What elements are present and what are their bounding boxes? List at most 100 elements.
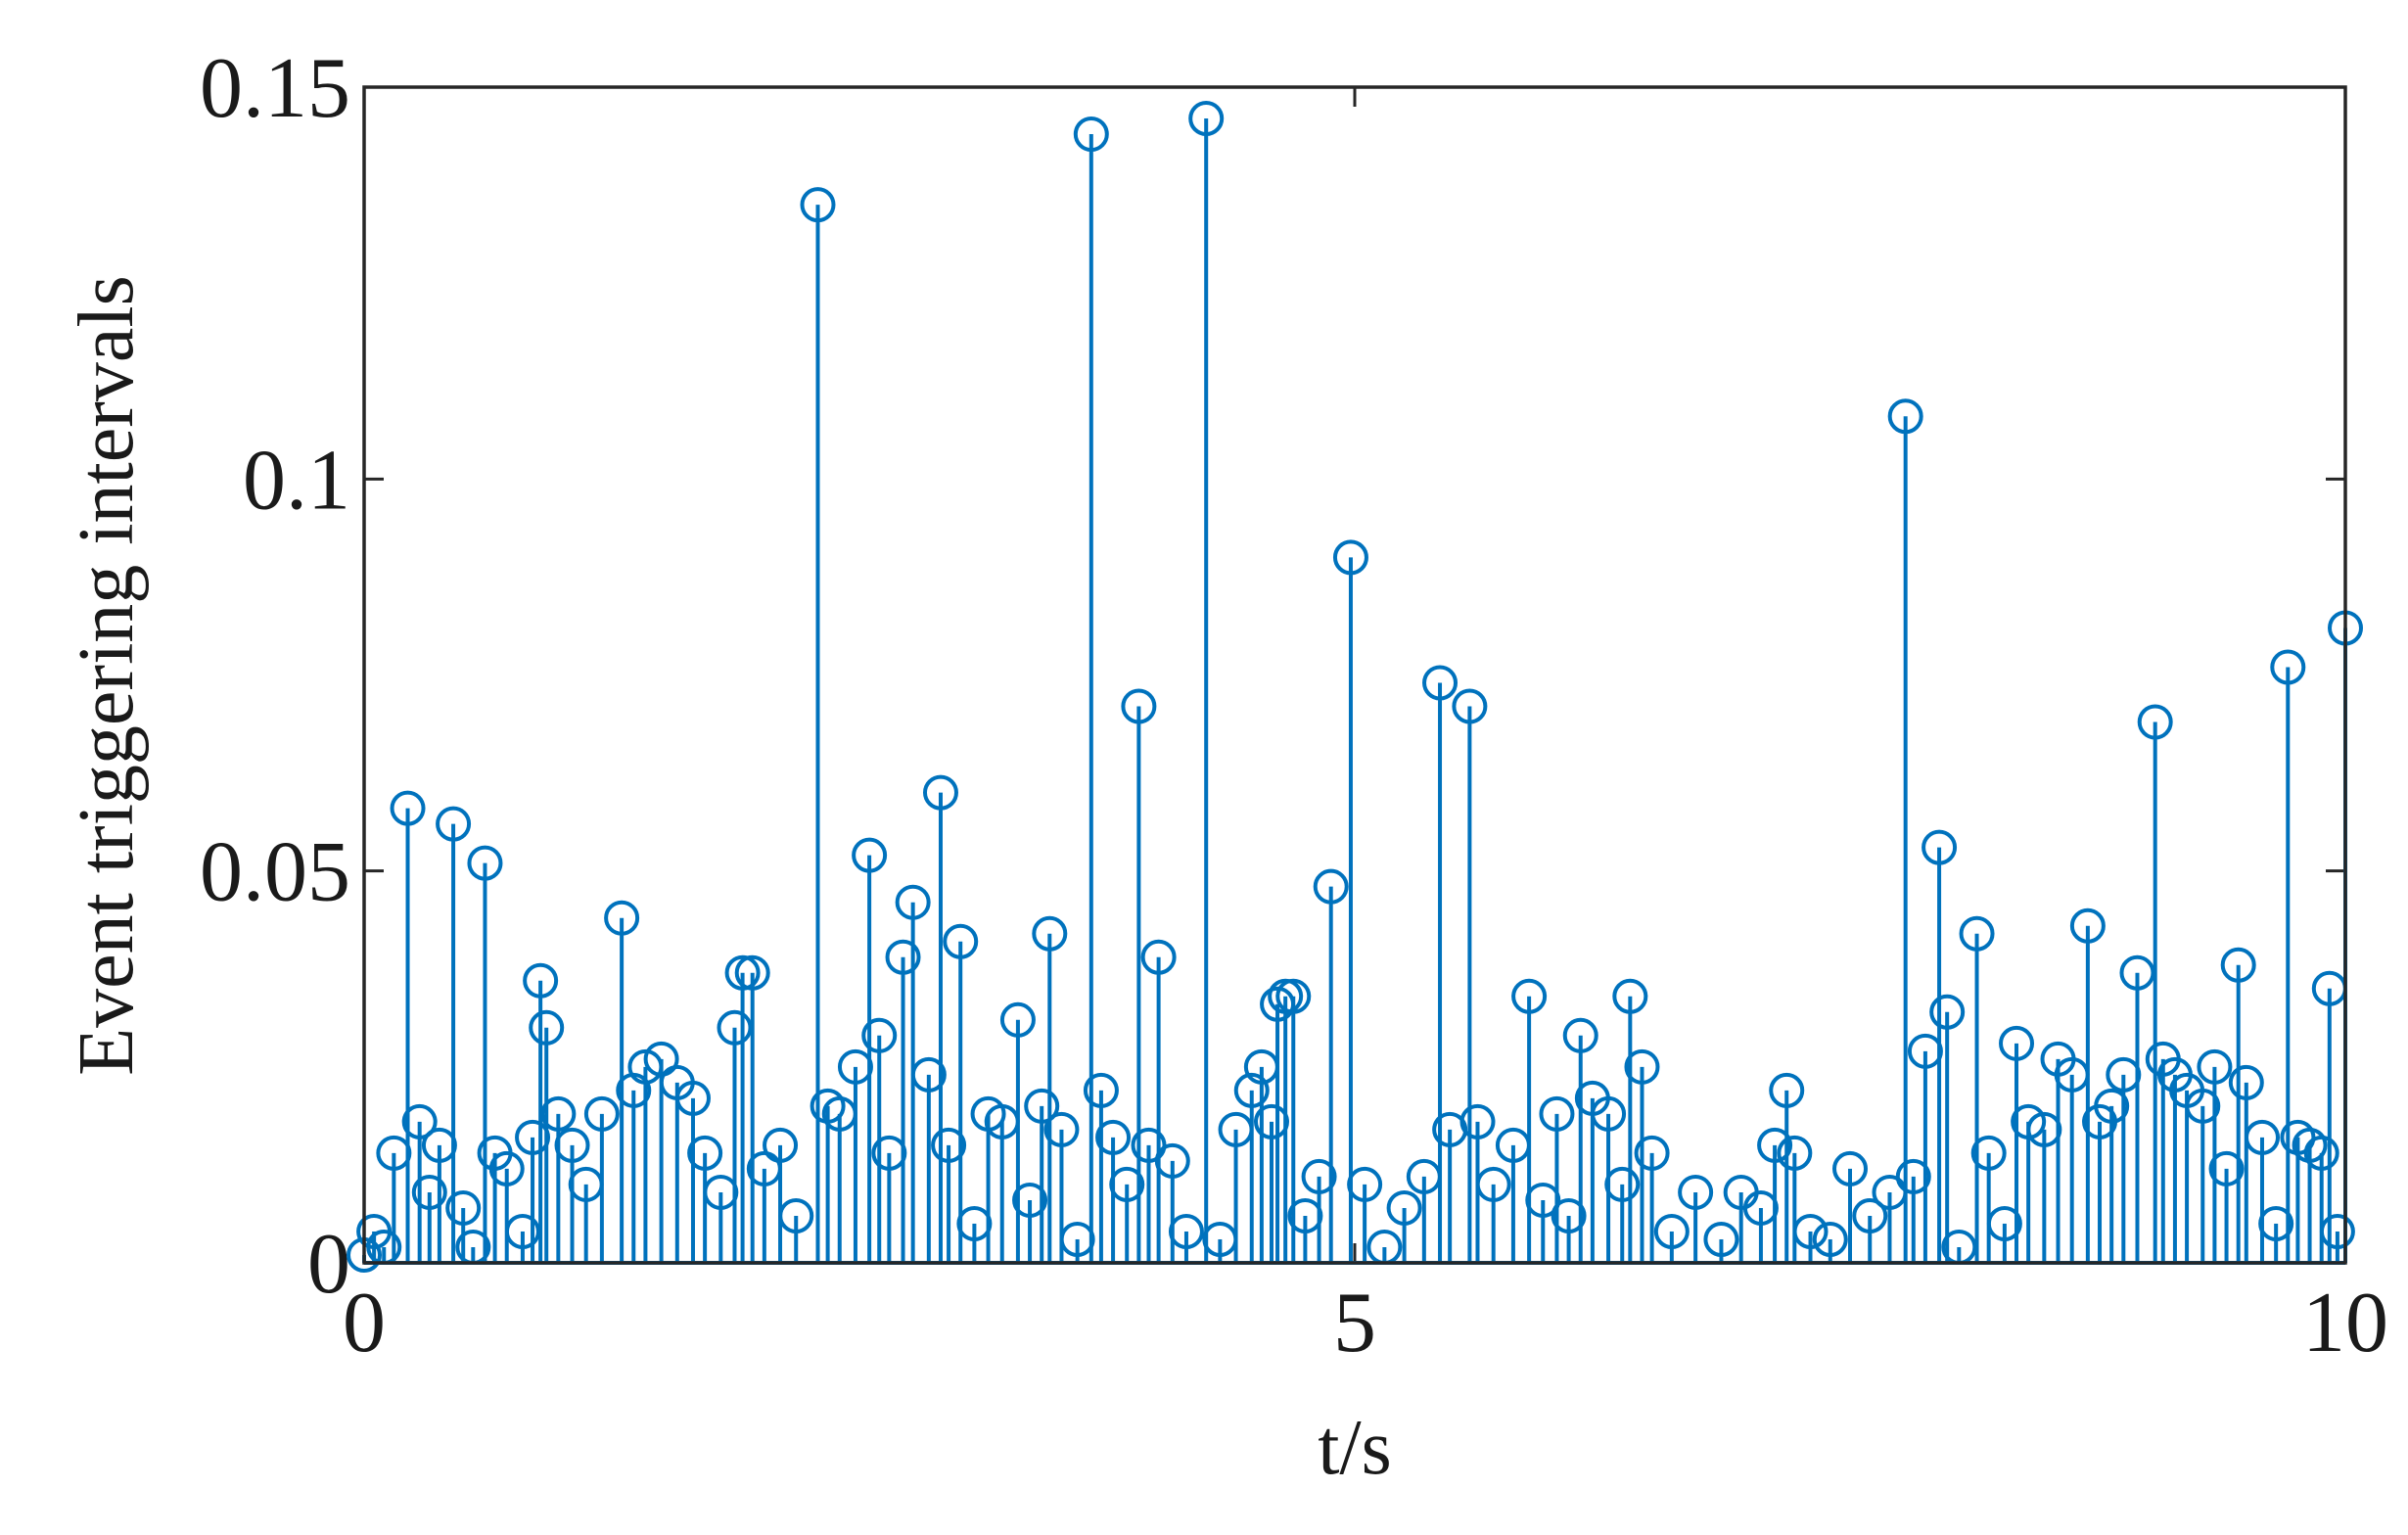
stem-marker (1678, 1174, 1714, 1210)
stem-marker (1999, 1025, 2035, 1061)
stem-marker (763, 1127, 799, 1163)
x-tick-label: 5 (1333, 1276, 1376, 1371)
y-tick-label: 0.1 (243, 433, 350, 528)
stem-marker (2137, 704, 2173, 740)
stem-marker (1612, 978, 1648, 1014)
stem-marker (2119, 954, 2155, 991)
stem-marker (604, 900, 640, 936)
stem-marker (1233, 1072, 1270, 1108)
stem-marker (523, 962, 559, 999)
stem-marker (2185, 1088, 2221, 1124)
stem-marker (554, 1127, 590, 1163)
stem-marker (724, 954, 761, 991)
stem-marker (1475, 1166, 1511, 1202)
stem-marker (1634, 1135, 1670, 1171)
stem-marker (643, 1041, 679, 1077)
stem-marker (1551, 1197, 1587, 1233)
stem-marker (943, 923, 979, 959)
stem-marker (687, 1135, 723, 1171)
stem-marker (1012, 1182, 1048, 1218)
stem-marker (583, 1095, 620, 1132)
stem-marker (1986, 1205, 2022, 1241)
stem-marker (1073, 116, 1109, 153)
stem-marker (1929, 994, 1966, 1030)
stem-marker (1562, 1017, 1598, 1053)
x-tick-label: 10 (2302, 1276, 2388, 1371)
stem-marker (445, 1189, 482, 1226)
stem-marker (1154, 1142, 1190, 1179)
stem-marker (1539, 1095, 1575, 1132)
stem-marker (1032, 915, 1068, 952)
stem-marker (1653, 1213, 1690, 1249)
y-tick-label: 0.05 (200, 825, 350, 920)
y-tick-label: 0.15 (200, 41, 350, 136)
stem-marker (2208, 1150, 2245, 1186)
stem-marker (2094, 1088, 2130, 1124)
stem-marker (1386, 1189, 1422, 1226)
stem-marker (852, 837, 888, 873)
stem-marker (800, 187, 836, 223)
stem-marker (674, 1080, 711, 1116)
stem-marker (1777, 1135, 1813, 1171)
stem-marker (1188, 101, 1225, 137)
stem-marker (401, 1103, 438, 1140)
stem-marker (1769, 1072, 1805, 1108)
stem-marker (504, 1213, 540, 1249)
stem-marker (895, 884, 931, 920)
stem-marker (1095, 1119, 1132, 1155)
stem-marker (1043, 1111, 1080, 1147)
stem-marker (931, 1127, 967, 1163)
stem-marker (2069, 907, 2106, 944)
stem-marker (1109, 1166, 1145, 1202)
stem-marker (1459, 1103, 1496, 1140)
stem-marker (1275, 978, 1312, 1014)
stem-marker (2197, 1048, 2233, 1085)
stem-marker (2258, 1205, 2294, 1241)
stem-marker (1922, 829, 1958, 865)
stem-marker (2270, 649, 2306, 685)
stem-marker (910, 1056, 947, 1093)
stem-marker (1024, 1088, 1060, 1124)
stem-marker (1624, 1048, 1660, 1085)
stem-marker (1168, 1213, 1204, 1249)
stem-marker (1852, 1197, 1888, 1233)
stem-marker (861, 1017, 898, 1053)
stem-marker (1313, 868, 1349, 905)
stem-marker (2244, 1119, 2280, 1155)
stem-marker (2228, 1064, 2264, 1100)
stem-marker (1757, 1127, 1793, 1163)
stem-marker (1970, 1135, 2007, 1171)
stem-marker (999, 1001, 1036, 1038)
stem-marker (1703, 1221, 1739, 1257)
stem-marker (1959, 915, 1995, 952)
stem-marker (1812, 1221, 1848, 1257)
stem-marker (2220, 947, 2256, 983)
stem-marker (1301, 1158, 1337, 1194)
stem-marker (529, 1009, 565, 1046)
stem-marker (1887, 398, 1923, 435)
stem-marker (717, 1009, 753, 1046)
stem-marker (734, 954, 770, 991)
stem-marker (1591, 1095, 1627, 1132)
stem-marker (885, 939, 921, 975)
y-tick-label: 0 (307, 1217, 350, 1312)
y-axis-label: Event triggering intervals (64, 275, 150, 1076)
stem-marker (1083, 1072, 1119, 1108)
stem-marker (467, 845, 503, 881)
stem-marker (778, 1197, 814, 1233)
stem-marker (1422, 665, 1459, 701)
stem-marker (1131, 1127, 1167, 1163)
stem-marker (488, 1150, 525, 1186)
stem-marker (2303, 1135, 2339, 1171)
stem-marker (1832, 1150, 1868, 1186)
stem-marker (390, 790, 426, 826)
stem-marker (540, 1095, 577, 1132)
x-tick-label: 0 (343, 1276, 386, 1371)
x-axis-label: t/s (1318, 1405, 1392, 1491)
stem-marker (1604, 1166, 1641, 1202)
stem-marker (1140, 939, 1177, 975)
stem-marker (411, 1174, 447, 1210)
plot-frame (362, 85, 2347, 1265)
stem-marker (1792, 1213, 1829, 1249)
